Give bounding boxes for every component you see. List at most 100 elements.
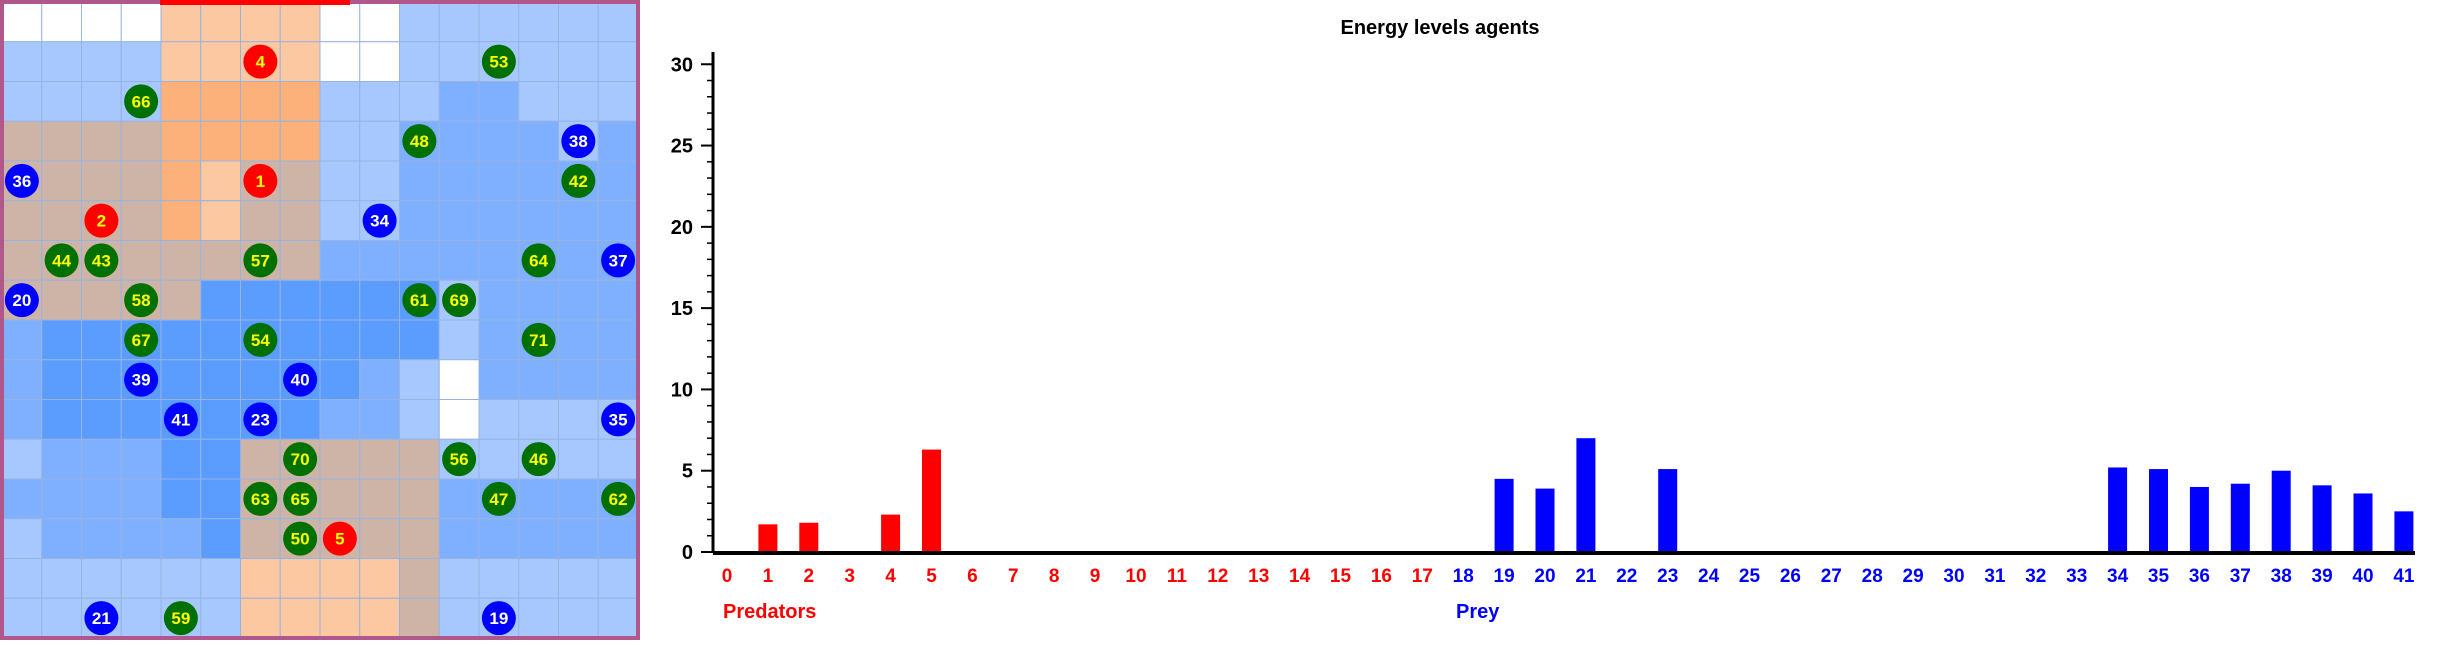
grid-cell bbox=[120, 438, 162, 480]
grid-cell bbox=[120, 597, 162, 639]
prey-agent-label: 35 bbox=[609, 410, 628, 429]
grid-cell bbox=[319, 558, 361, 599]
grid-cell bbox=[200, 240, 241, 281]
x-tick-label: 25 bbox=[1739, 566, 1761, 587]
grid-cell bbox=[200, 597, 241, 639]
grid-cell bbox=[200, 120, 241, 162]
x-tick-label: 2 bbox=[804, 566, 815, 587]
prey-agent-label: 39 bbox=[132, 371, 151, 390]
prey-bar bbox=[1494, 478, 1514, 552]
grid-cell bbox=[81, 279, 122, 321]
grid-cell bbox=[319, 279, 361, 321]
grid-cell bbox=[438, 240, 480, 281]
grid-cell bbox=[359, 478, 400, 520]
grid-cell bbox=[399, 81, 440, 122]
grid-cell bbox=[399, 399, 440, 440]
x-tick-label: 7 bbox=[1008, 566, 1019, 587]
grid-cell bbox=[359, 597, 400, 639]
grid-cell bbox=[279, 1, 321, 43]
grid-cell bbox=[518, 279, 559, 321]
food-agent-marker bbox=[402, 283, 437, 318]
grid-cell bbox=[160, 41, 202, 82]
grid-cell bbox=[518, 478, 559, 520]
predators-bar bbox=[881, 514, 901, 552]
grid-cell bbox=[319, 597, 361, 639]
x-tick-label: 38 bbox=[2271, 566, 2292, 587]
grid-cell bbox=[41, 200, 82, 241]
grid-cell bbox=[120, 518, 162, 559]
predator-agent-marker bbox=[322, 521, 357, 556]
prey-agent-marker bbox=[4, 283, 39, 318]
prey-agent-marker bbox=[124, 362, 159, 397]
prey-agent-label: 36 bbox=[12, 172, 31, 191]
x-tick-label: 16 bbox=[1371, 566, 1392, 587]
x-tick-label: 9 bbox=[1090, 566, 1101, 587]
x-tick-label: 40 bbox=[2352, 566, 2373, 587]
grid-cell bbox=[319, 1, 361, 43]
grid-cell bbox=[399, 240, 440, 281]
grid-cell bbox=[558, 438, 599, 480]
x-tick-label: 4 bbox=[885, 566, 896, 587]
prey-bar bbox=[1658, 469, 1678, 552]
y-tick-label: 10 bbox=[671, 379, 693, 401]
x-tick-label: 17 bbox=[1412, 566, 1433, 587]
grid-cell bbox=[279, 558, 321, 599]
grid-cell bbox=[1, 359, 43, 400]
grid-cell bbox=[359, 438, 400, 480]
y-tick-label: 0 bbox=[682, 542, 693, 564]
grid-cell bbox=[200, 319, 241, 361]
food-agent-label: 62 bbox=[609, 490, 628, 509]
grid-cell bbox=[438, 478, 480, 520]
grid-cell bbox=[478, 200, 520, 241]
grid-cell bbox=[319, 319, 361, 361]
grid-cell bbox=[41, 359, 82, 400]
food-agent-marker bbox=[402, 124, 437, 159]
grid-cell bbox=[41, 81, 82, 122]
prey-bar bbox=[2108, 467, 2128, 552]
prey-agent-label: 21 bbox=[92, 609, 111, 628]
prey-agent-marker bbox=[561, 124, 596, 159]
grid-cell bbox=[279, 319, 321, 361]
grid-cell bbox=[319, 81, 361, 122]
food-agent-label: 47 bbox=[489, 490, 508, 509]
grid-cell bbox=[438, 558, 480, 599]
grid-cell bbox=[81, 81, 122, 122]
grid-cell bbox=[399, 558, 440, 599]
food-agent-marker bbox=[44, 243, 79, 278]
x-tick-label: 31 bbox=[1984, 566, 2006, 587]
grid-cell bbox=[359, 160, 400, 202]
energy-chart: Energy levels agents Predators Prey 0 5 10… bbox=[640, 0, 2440, 640]
x-tick-label: 11 bbox=[1167, 566, 1188, 587]
grid-cell bbox=[478, 81, 520, 122]
prey-bar bbox=[2271, 470, 2291, 552]
x-tick-label: 0 bbox=[722, 566, 733, 587]
grid-cell bbox=[319, 200, 361, 241]
grid-cell bbox=[41, 279, 82, 321]
grid-cell bbox=[240, 558, 281, 599]
grid-cell bbox=[359, 240, 400, 281]
x-tick-label: 3 bbox=[844, 566, 855, 587]
grid-cell bbox=[41, 1, 82, 43]
grid-cell bbox=[319, 120, 361, 162]
food-agent-marker bbox=[124, 283, 159, 318]
grid-cell bbox=[438, 160, 480, 202]
x-tick-label: 13 bbox=[1248, 566, 1269, 587]
food-agent-marker bbox=[243, 481, 278, 516]
grid-cell bbox=[200, 1, 241, 43]
food-agent-label: 48 bbox=[410, 132, 429, 151]
grid-cell bbox=[120, 558, 162, 599]
grid-cell bbox=[359, 558, 400, 599]
food-agent-marker bbox=[124, 322, 159, 357]
grid-cell bbox=[41, 478, 82, 520]
prey-agent-label: 20 bbox=[12, 291, 31, 310]
grid-cell bbox=[558, 200, 599, 241]
grid-cell bbox=[160, 1, 202, 43]
grid-cell bbox=[160, 558, 202, 599]
predator-agent-label: 4 bbox=[256, 53, 266, 72]
legend-predators: Predators bbox=[723, 601, 816, 623]
grid-cell bbox=[438, 597, 480, 639]
grid-cell bbox=[359, 120, 400, 162]
x-tick-label: 36 bbox=[2189, 566, 2210, 587]
grid-cell bbox=[240, 200, 281, 241]
x-tick-label: 23 bbox=[1657, 566, 1678, 587]
